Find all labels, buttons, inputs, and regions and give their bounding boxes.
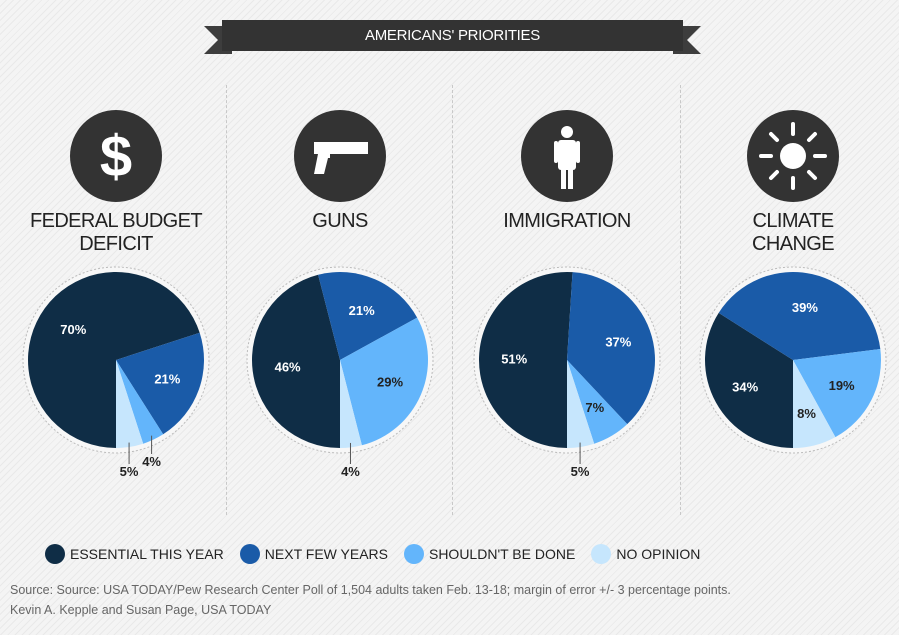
data-label: 46% bbox=[275, 360, 301, 375]
column-divider bbox=[226, 85, 227, 515]
pie-title-guns: GUNS bbox=[312, 210, 368, 232]
legend-item-essential: ESSENTIAL THIS YEAR bbox=[45, 544, 224, 564]
pie-slice bbox=[318, 272, 418, 360]
pie-slice bbox=[567, 360, 628, 444]
data-label: 51% bbox=[501, 351, 527, 366]
sun-icon bbox=[747, 110, 839, 202]
legend-label: SHOULDN'T BE DONE bbox=[428, 546, 576, 562]
data-label: 5% bbox=[120, 464, 139, 479]
pie-charts: 70%21%4%5%46%21%29%4%51%37%7%5%34%39%19%… bbox=[22, 266, 887, 479]
pie-slice bbox=[567, 272, 656, 425]
source-note: Source: Source: USA TODAY/Pew Research C… bbox=[10, 580, 731, 620]
data-label: 34% bbox=[732, 379, 758, 394]
legend-item-shouldnt: SHOULDN'T BE DONE bbox=[403, 544, 576, 564]
pie-slice bbox=[116, 360, 144, 448]
data-label: 19% bbox=[829, 378, 855, 393]
data-label: 39% bbox=[792, 300, 818, 315]
legend-item-no-opinion: NO OPINION bbox=[591, 544, 700, 564]
legend-swatch bbox=[239, 544, 260, 564]
legend: ESSENTIAL THIS YEAR NEXT FEW YEARS SHOUL… bbox=[45, 544, 700, 564]
legend-swatch bbox=[45, 544, 65, 564]
pie-slice bbox=[705, 312, 793, 448]
pie-slice bbox=[116, 360, 164, 444]
pie-slice bbox=[116, 332, 204, 435]
legend-label: NEXT FEW YEARS bbox=[264, 546, 388, 562]
pie-slice bbox=[340, 360, 362, 448]
pie-slice bbox=[567, 360, 595, 448]
data-label: 4% bbox=[142, 454, 161, 469]
pie-title-climate: CLIMATE CHANGE bbox=[752, 210, 835, 255]
gun-icon bbox=[294, 110, 386, 202]
pie-slice bbox=[252, 274, 340, 448]
legend-label: ESSENTIAL THIS YEAR bbox=[70, 546, 224, 562]
legend-label: NO OPINION bbox=[616, 546, 701, 562]
dollar-icon: $ bbox=[70, 110, 162, 202]
legend-swatch bbox=[403, 544, 424, 564]
pie-slice bbox=[340, 317, 429, 446]
column-divider bbox=[680, 85, 681, 515]
data-label: 5% bbox=[571, 464, 590, 479]
data-label: 4% bbox=[341, 464, 360, 479]
pie-slice bbox=[793, 348, 881, 438]
data-label: 37% bbox=[605, 335, 631, 350]
column-divider bbox=[452, 85, 453, 515]
person-icon bbox=[521, 110, 613, 202]
legend-item-next-few-years: NEXT FEW YEARS bbox=[239, 544, 388, 564]
pie-slice bbox=[718, 272, 881, 360]
pie-slice bbox=[28, 272, 200, 448]
pie-slice bbox=[793, 360, 836, 448]
legend-swatch bbox=[591, 544, 612, 564]
pie-slice bbox=[478, 271, 573, 448]
data-label: 7% bbox=[585, 400, 604, 415]
data-label: 8% bbox=[797, 406, 816, 421]
pie-title-budget: FEDERAL BUDGET DEFICIT bbox=[29, 210, 203, 255]
data-label: 70% bbox=[60, 322, 86, 337]
data-label: 21% bbox=[154, 371, 180, 386]
data-label: 21% bbox=[349, 303, 375, 318]
pie-title-immigration: IMMIGRATION bbox=[503, 210, 631, 232]
source-line: Source: Source: USA TODAY/Pew Research C… bbox=[10, 583, 731, 597]
svg-text:$: $ bbox=[100, 124, 132, 189]
credit-line: Kevin A. Kepple and Susan Page, USA TODA… bbox=[10, 603, 272, 617]
data-label: 29% bbox=[377, 375, 403, 390]
